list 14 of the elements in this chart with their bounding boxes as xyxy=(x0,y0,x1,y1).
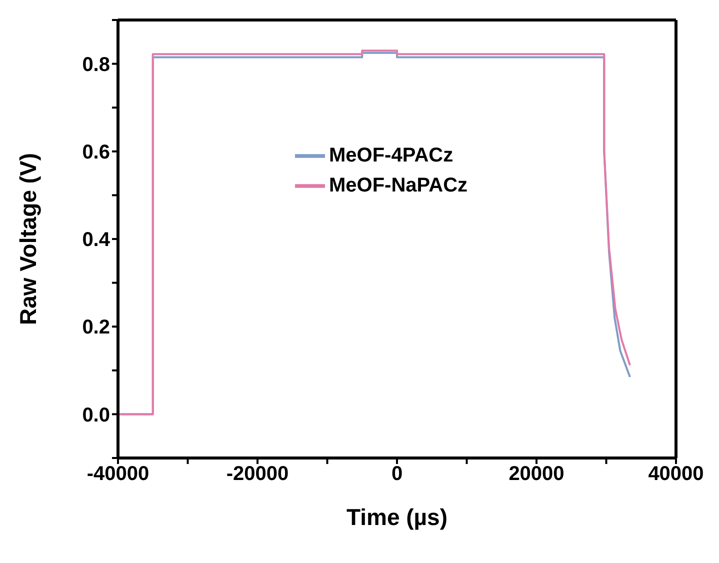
x-axis-title: Time (µs) xyxy=(346,504,448,530)
x-tick-label: 40000 xyxy=(648,463,704,486)
y-tick-label: 0.6 xyxy=(82,142,110,164)
y-tick-label: 0.0 xyxy=(82,404,110,426)
x-tick-label: 0 xyxy=(391,463,403,486)
legend-label: MeOF-4PACz xyxy=(329,144,454,166)
y-tick-label: 0.4 xyxy=(82,229,111,252)
y-tick-label: 0.2 xyxy=(82,316,110,339)
x-tick-label: -20000 xyxy=(226,463,289,486)
x-tick-label: -40000 xyxy=(86,463,150,486)
x-tick-label: 20000 xyxy=(508,463,564,486)
legend-label: MeOF-NaPACz xyxy=(329,174,468,196)
y-tick-label: 0.8 xyxy=(82,54,110,76)
y-axis-title: Raw Voltage (V) xyxy=(15,152,42,326)
